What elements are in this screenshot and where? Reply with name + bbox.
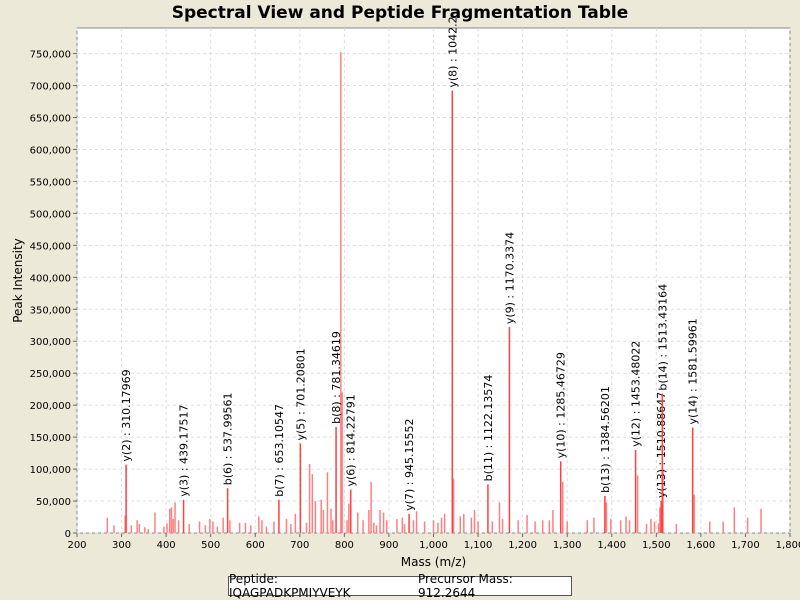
peak-annotation: y(7) : 945.15552 — [403, 419, 416, 511]
peak-annotation: y(2) : 310.17969 — [120, 369, 133, 461]
y-tick-label: 550,000 — [30, 177, 71, 188]
x-tick-label: 1,200 — [508, 540, 537, 551]
chart-title: Spectral View and Peptide Fragmentation … — [171, 3, 629, 23]
y-tick-label: 200,000 — [30, 401, 71, 412]
x-tick-label: 1,600 — [687, 540, 716, 551]
x-tick-label: 400 — [157, 540, 176, 551]
peak-annotation: y(6) : 814.22791 — [345, 394, 358, 486]
peak-annotation: b(13) : 1384.56201 — [599, 386, 612, 493]
peak-annotation: y(5) : 701.20801 — [294, 348, 307, 440]
x-tick-label: 1,700 — [731, 540, 760, 551]
legend-box: Peptide: IQAGPADKPMIYVEYK Precursor Mass… — [228, 572, 572, 600]
peak-annotation: b(14) : 1513.43164 — [656, 284, 669, 391]
y-tick-label: 0 — [65, 529, 71, 540]
y-tick-label: 400,000 — [30, 273, 71, 284]
y-tick-label: 700,000 — [30, 82, 71, 93]
x-axis-label: Mass (m/z) — [401, 555, 466, 569]
peak-annotation: y(10) : 1285.46729 — [555, 352, 568, 458]
x-tick-label: 1,000 — [419, 540, 448, 551]
y-tick-label: 50,000 — [36, 497, 71, 508]
x-tick-label: 1,800 — [776, 540, 800, 551]
x-tick-label: 700 — [290, 540, 309, 551]
peak-annotation: y(3) : 439.17517 — [178, 404, 191, 496]
x-tick-label: 1,400 — [597, 540, 626, 551]
x-tick-label: 900 — [379, 540, 398, 551]
peak-annotation: b(7) : 653.10547 — [273, 404, 286, 497]
y-axis-label: Peak Intensity — [11, 238, 25, 323]
x-tick-label: 1,100 — [464, 540, 493, 551]
peak-annotation: b(8) : 781.34619 — [330, 331, 343, 424]
x-tick-label: 200 — [67, 540, 86, 551]
peak-annotation: y(12) : 1453.48022 — [630, 341, 643, 447]
y-tick-label: 750,000 — [30, 50, 71, 61]
y-tick-label: 100,000 — [30, 465, 71, 476]
y-tick-label: 250,000 — [30, 369, 71, 380]
x-tick-label: 800 — [335, 540, 354, 551]
y-tick-label: 500,000 — [30, 209, 71, 220]
y-tick-label: 450,000 — [30, 241, 71, 252]
y-tick-label: 300,000 — [30, 337, 71, 348]
y-tick-label: 600,000 — [30, 145, 71, 156]
x-tick-label: 500 — [201, 540, 220, 551]
peak-annotation: y(9) : 1170.3374 — [503, 232, 516, 324]
peak-annotation: b(6) : 537.99561 — [222, 393, 235, 486]
peak-annotation: y(14) : 1581.59961 — [687, 318, 700, 424]
x-tick-label: 1,300 — [553, 540, 582, 551]
peak-annotation: y(8) : 1042.2 — [446, 16, 459, 87]
y-tick-label: 350,000 — [30, 305, 71, 316]
peptide-label: Peptide: IQAGPADKPMIYVEYK — [229, 572, 351, 600]
peak-annotation: b(11) : 1122.13574 — [482, 375, 495, 482]
x-tick-label: 600 — [246, 540, 265, 551]
x-tick-label: 300 — [112, 540, 131, 551]
y-tick-label: 650,000 — [30, 113, 71, 124]
y-tick-label: 150,000 — [30, 433, 71, 444]
precursor-mass-label: Precursor Mass: 912.2644 — [418, 572, 513, 600]
x-tick-label: 1,500 — [642, 540, 671, 551]
